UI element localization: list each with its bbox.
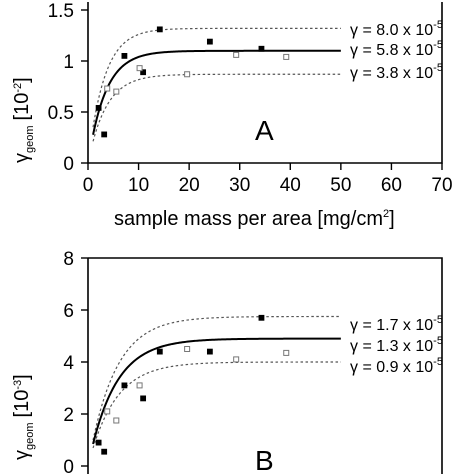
panel-a-x-axis-title: sample mass per area [mg/cm2]: [114, 208, 395, 230]
panel-a-fit-curve-3: [92, 73, 341, 142]
y-tick-label: 4: [63, 353, 74, 374]
panel-b-point-filled: [258, 314, 265, 321]
panel-a-axes: [87, 2, 443, 164]
panel-a: 0 0.5 1 1.5 0 10 20 30 40 50 60 70 γ = 8.0 x 10-5 γ…: [11, 1, 453, 230]
x-tick-label: 10: [128, 175, 149, 196]
panel-a-legend-entry-3: γ = 3.8 x 10-5: [350, 62, 443, 82]
panel-a-legend-entry-1: γ = 8.0 x 10-5: [350, 19, 443, 39]
y-tick-label: 0.5: [48, 103, 74, 124]
y-tick-label: 8: [63, 249, 74, 270]
panel-b-legend-entry-1: γ = 1.7 x 10-5: [350, 314, 443, 334]
panel-b-point-filled: [206, 348, 213, 355]
panel-b: 0 2 4 6 8 γ = 1.7 x 10-5 γ = 1.3 x 10-5 γ = …: [11, 249, 443, 474]
x-tick-label: 20: [179, 175, 200, 196]
panel-b-point-open: [136, 382, 143, 389]
panel-a-legend-entry-2: γ = 5.8 x 10-5: [350, 39, 443, 59]
panel-b-fit-curve-3: [92, 361, 341, 449]
x-tick-label: 40: [280, 175, 301, 196]
panel-a-y-axis-title: γgeom[10-2]: [11, 77, 36, 163]
panel-a-point-open: [104, 85, 111, 92]
panel-b-point-open: [184, 346, 191, 352]
panel-a-legend: γ = 8.0 x 10-5 γ = 5.8 x 10-5 γ = 3.8 x …: [350, 19, 443, 82]
panel-a-point-filled: [101, 131, 108, 138]
panel-a-point-filled: [206, 38, 213, 45]
panel-b-point-filled: [95, 439, 102, 446]
panel-a-data-points: [95, 26, 290, 138]
x-tick-label: 30: [229, 175, 250, 196]
panel-a-point-filled: [95, 105, 102, 111]
x-tick-label: 0: [83, 175, 94, 196]
panel-b-point-filled: [101, 448, 108, 455]
panel-a-point-open: [136, 65, 143, 72]
panel-a-point-open: [283, 53, 290, 60]
y-tick-label: 6: [63, 301, 74, 322]
panel-b-frame: [87, 257, 443, 474]
panel-b-label: B: [255, 445, 274, 474]
panel-b-point-filled: [140, 395, 147, 402]
panel-b-point-filled: [156, 348, 163, 355]
panel-a-point-filled: [258, 45, 265, 52]
y-tick-label: 0: [63, 154, 74, 175]
panel-b-fit-curves: [92, 315, 341, 449]
panel-b-point-open: [104, 408, 111, 415]
x-tick-label: 50: [330, 175, 351, 196]
x-tick-label: 60: [381, 175, 402, 196]
panel-b-point-open: [283, 349, 290, 356]
y-tick-label: 1: [63, 52, 74, 73]
y-tick-label: 2: [63, 405, 74, 426]
panel-a-fit-curve-2: [92, 49, 341, 135]
panel-b-axes: [87, 257, 443, 474]
panel-b-fit-curve-1: [92, 315, 341, 441]
panel-a-fit-curve-1: [92, 27, 341, 128]
panel-b-point-open: [233, 356, 240, 363]
y-tick-label: 1.5: [48, 1, 74, 22]
panel-a-point-open: [184, 71, 191, 78]
y-tick-label: 0: [63, 457, 74, 474]
panel-b-legend-entry-3: γ = 0.9 x 10-5: [350, 356, 443, 376]
panel-b-y-axis-title: γgeom[10-3]: [11, 374, 36, 460]
panel-a-frame: [87, 2, 443, 164]
panel-b-point-open: [113, 417, 120, 424]
panel-b-fit-curve-2: [92, 337, 341, 445]
panel-a-point-open: [233, 51, 240, 58]
panel-b-legend-entry-2: γ = 1.3 x 10-5: [350, 335, 443, 355]
x-tick-label: 70: [431, 175, 452, 196]
panel-b-data-points: [95, 314, 290, 455]
panel-a-point-filled: [121, 53, 128, 59]
panel-a-label: A: [255, 115, 274, 146]
panel-a-point-filled: [140, 69, 147, 76]
panel-b-ticks: 0 2 4 6 8: [63, 249, 88, 474]
panel-b-legend: γ = 1.7 x 10-5 γ = 1.3 x 10-5 γ = 0.9 x …: [350, 314, 443, 376]
panel-b-point-filled: [121, 382, 128, 389]
panel-a-ticks: 0 0.5 1 1.5 0 10 20 30 40 50 60 70: [48, 1, 453, 196]
panel-a-point-filled: [156, 26, 163, 33]
panel-a-fit-curves: [92, 27, 341, 142]
panel-a-point-open: [113, 88, 120, 95]
